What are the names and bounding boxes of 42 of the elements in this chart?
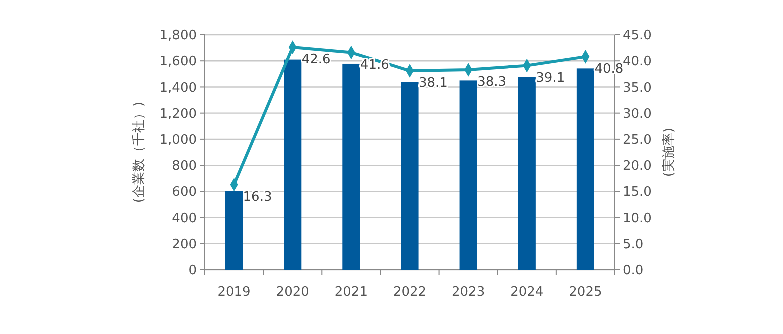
x-tick-label: 2024 [510, 285, 544, 300]
y2-tick-label: 5.0 [623, 237, 644, 252]
y2-tick-label: 0.0 [623, 264, 644, 279]
y2-tick-label: 20.0 [623, 159, 652, 174]
y-tick-label: 400 [172, 211, 197, 226]
bar [226, 191, 244, 270]
x-tick-label: 2023 [452, 285, 486, 300]
y-tick-label: 1,000 [160, 132, 197, 148]
bar [342, 64, 360, 270]
y-tick-label: 1,400 [160, 80, 197, 96]
y-tick-label: 1,200 [160, 106, 197, 122]
bar [284, 60, 302, 270]
data-label: 38.1 [419, 76, 448, 92]
x-tick-label: 2021 [334, 285, 368, 300]
bar [576, 68, 594, 270]
y2-tick-label: 15.0 [623, 185, 652, 200]
y2-tick-label: 40.0 [623, 54, 652, 70]
x-tick-label: 2025 [569, 285, 602, 300]
y2-tick-label: 25.0 [623, 132, 652, 148]
y2-axis-title: (実施率) [661, 128, 677, 178]
bar [460, 80, 478, 270]
y2-tick-label: 10.0 [623, 211, 652, 226]
data-label: 39.1 [536, 70, 566, 86]
y-tick-label: 1,600 [160, 54, 197, 70]
y-tick-label: 200 [172, 237, 197, 252]
x-tick-label: 2022 [393, 285, 427, 300]
data-label: 41.6 [360, 58, 390, 73]
y-tick-label: 1,800 [160, 28, 197, 44]
data-label: 16.3 [243, 190, 272, 205]
y-tick-label: 800 [172, 159, 197, 174]
data-label: 38.3 [478, 74, 507, 90]
y2-tick-label: 45.0 [623, 28, 652, 44]
bar [401, 82, 419, 270]
y-tick-label: 600 [172, 185, 197, 200]
y-tick-label: 0 [188, 264, 197, 279]
y-axis-title: (企業数（千社）) [132, 102, 147, 204]
x-tick-label: 2019 [218, 285, 251, 300]
y2-tick-label: 35.0 [623, 80, 652, 96]
y2-tick-label: 30.0 [623, 106, 652, 122]
x-tick-label: 2020 [276, 285, 310, 300]
data-label: 42.6 [302, 52, 331, 68]
bar [518, 77, 536, 270]
